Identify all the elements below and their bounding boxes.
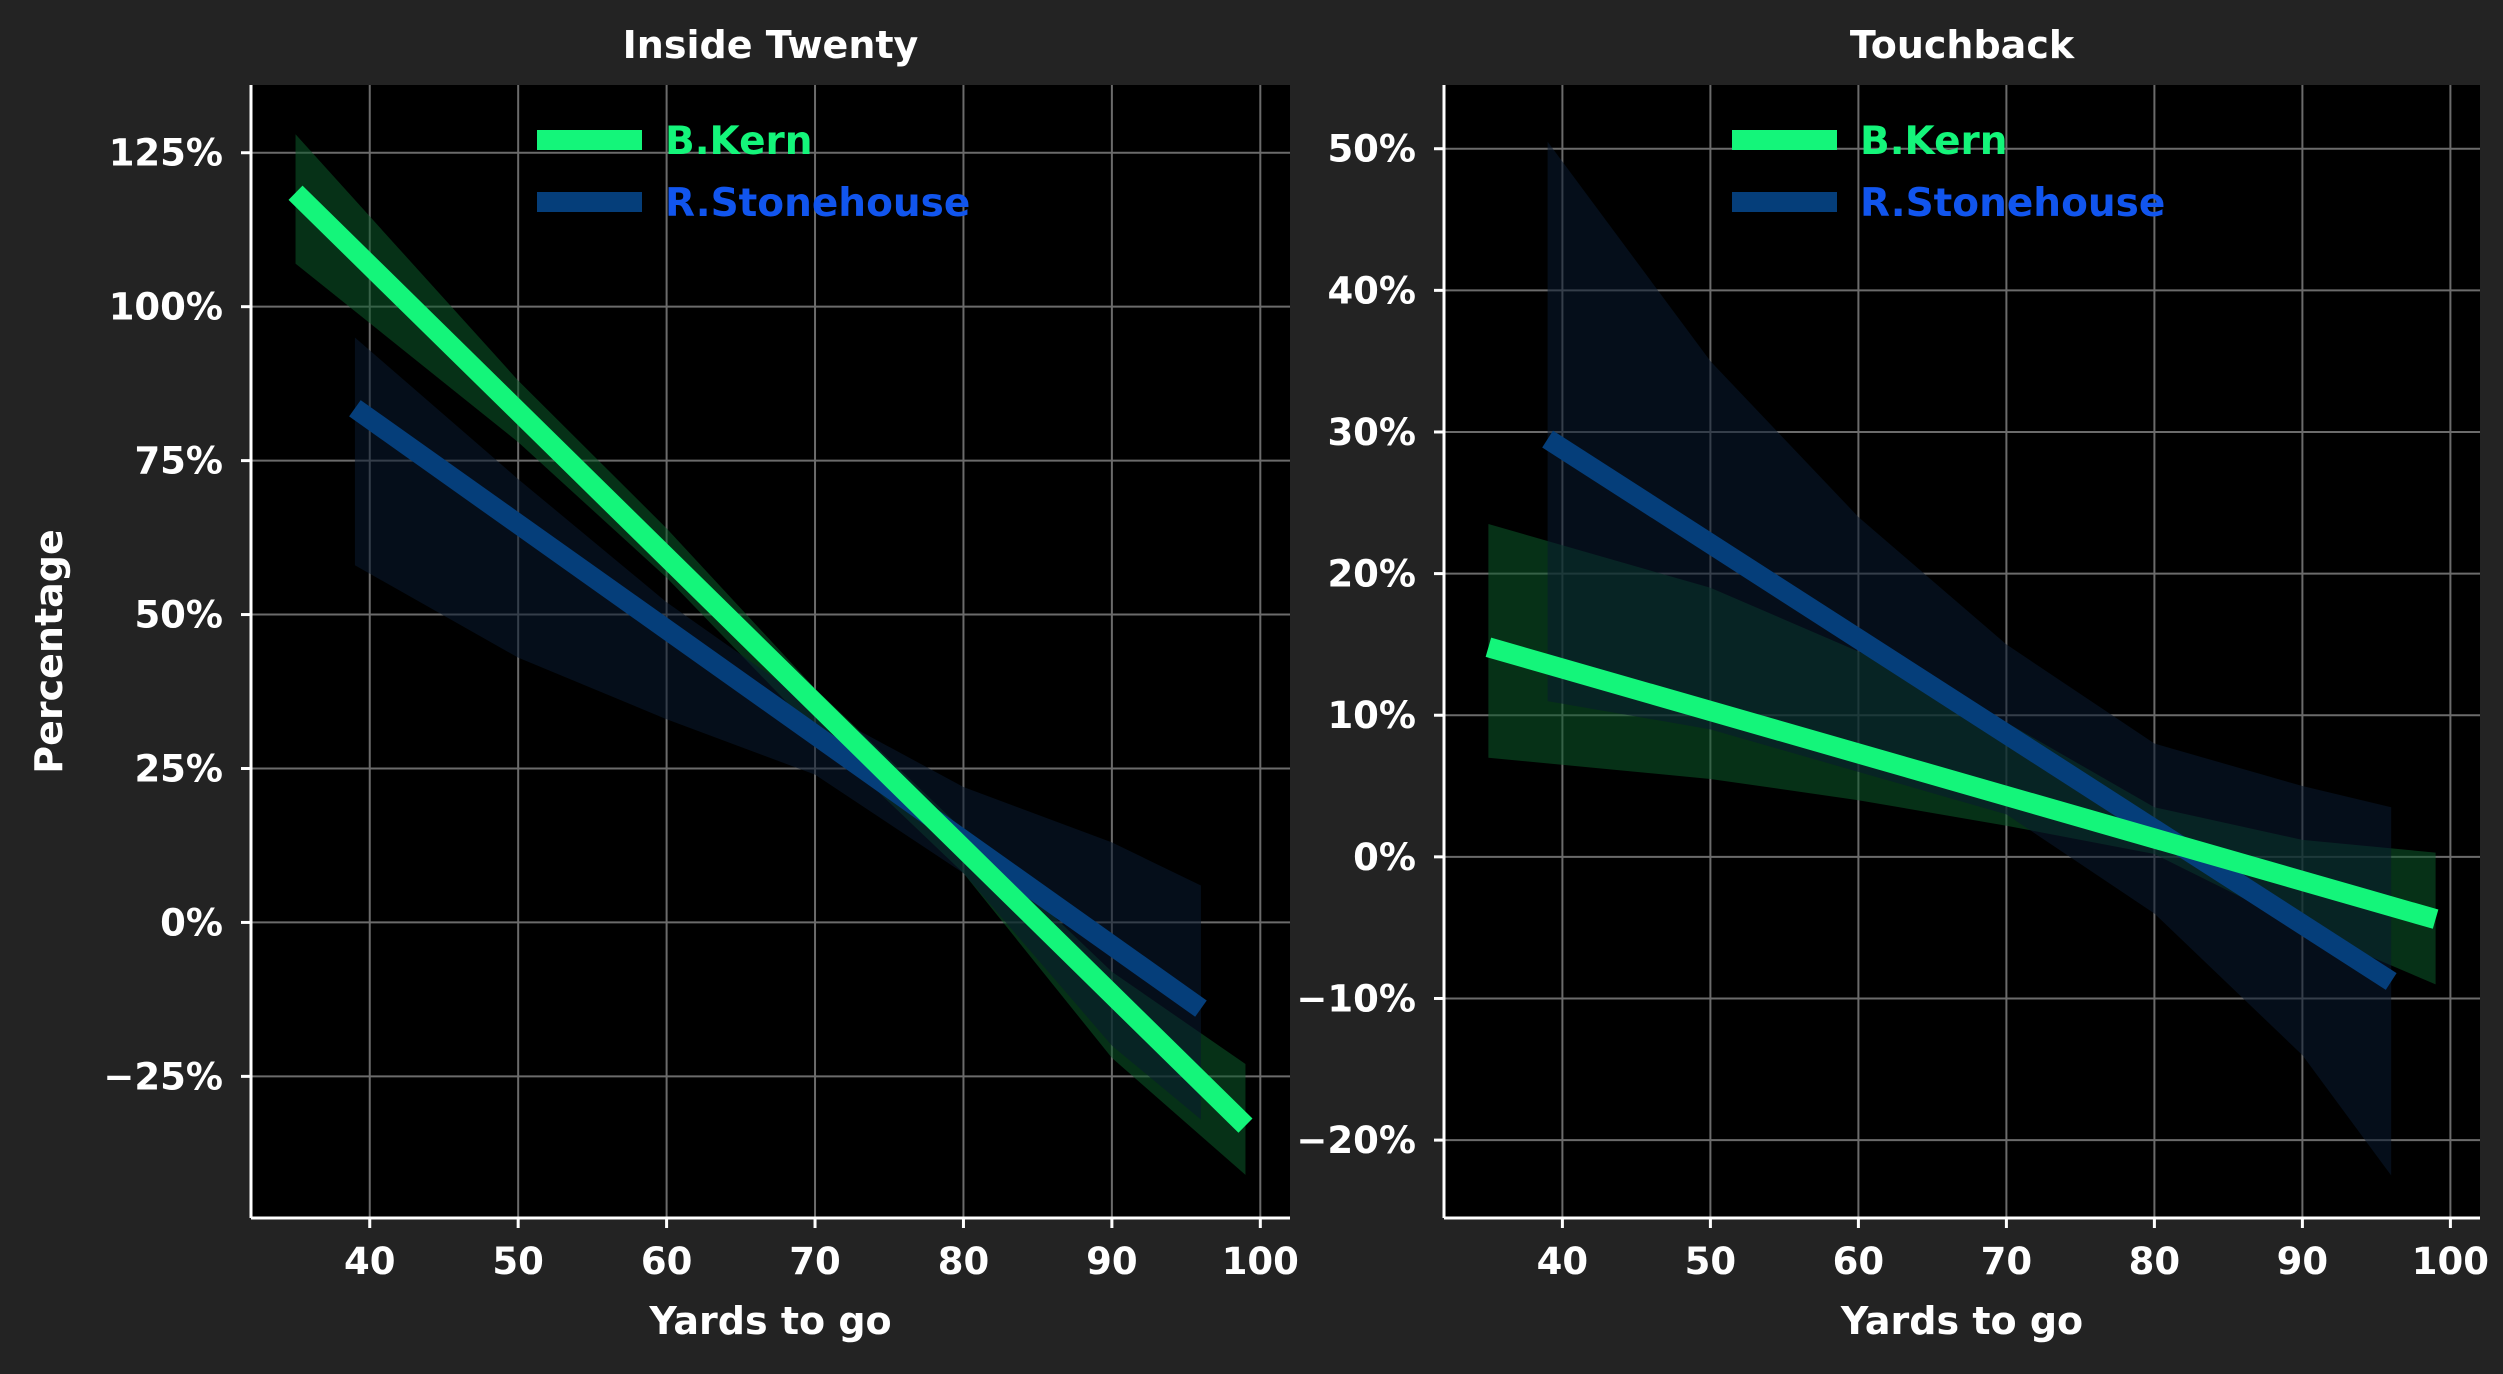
y-tick-label: 20% xyxy=(1327,553,1416,596)
x-tick-label: 40 xyxy=(1537,1240,1589,1283)
x-tick-label: 100 xyxy=(1222,1240,1299,1283)
series-line-r-stonehouse xyxy=(1542,430,2397,990)
x-tick-label: 60 xyxy=(641,1240,693,1283)
x-tick-label: 50 xyxy=(1685,1240,1737,1283)
series-line-r-stonehouse xyxy=(349,400,1207,1017)
y-tick-label: 50% xyxy=(1327,128,1416,171)
x-tick-label: 70 xyxy=(789,1240,841,1283)
y-tick-label: 0% xyxy=(1353,836,1416,879)
x-tick-label: 80 xyxy=(938,1240,990,1283)
panel-touchback: 40 50 60 70 80 90 100 −20% −10% 0% 10% 20% 30% 40% 50%… xyxy=(1296,23,2489,1343)
x-tick-label: 90 xyxy=(2277,1240,2329,1283)
y-tick-label: 40% xyxy=(1327,269,1416,312)
x-tick-label: 40 xyxy=(344,1240,396,1283)
legend-label: B.Kern xyxy=(665,119,813,164)
x-axis-label: Yards to go xyxy=(648,1299,891,1343)
x-tick-label: 70 xyxy=(1981,1240,2033,1283)
y-tick-label: −25% xyxy=(103,1055,223,1098)
series-line-b-kern xyxy=(1485,637,2439,929)
chart-title: Touchback xyxy=(1850,23,2075,67)
y-tick-label: 50% xyxy=(134,594,223,637)
series-line-b-kern xyxy=(288,185,1253,1133)
y-tick-label: −20% xyxy=(1296,1119,1416,1162)
legend-label: B.Kern xyxy=(1860,119,2008,164)
x-tick-label: 90 xyxy=(1086,1240,1138,1283)
legend-label: R.Stonehouse xyxy=(1860,181,2165,226)
y-tick-label: 0% xyxy=(160,901,223,944)
y-tick-label: 125% xyxy=(109,132,223,175)
legend: B.Kern R.Stonehouse xyxy=(537,119,970,226)
y-axis-label: Percentage xyxy=(27,529,71,774)
x-tick-label: 100 xyxy=(2412,1240,2489,1283)
confidence-band-r-stonehouse xyxy=(1547,141,2392,1176)
y-tick-label: −10% xyxy=(1296,977,1416,1020)
x-tick-label: 80 xyxy=(2129,1240,2181,1283)
legend-label: R.Stonehouse xyxy=(665,181,970,226)
y-tick-label: 25% xyxy=(134,747,223,790)
y-tick-label: 30% xyxy=(1327,411,1416,454)
confidence-band-r-stonehouse xyxy=(354,337,1201,1120)
x-axis-label: Yards to go xyxy=(1840,1299,2083,1343)
legend: B.Kern R.Stonehouse xyxy=(1732,119,2165,226)
chart-title: Inside Twenty xyxy=(623,23,919,67)
y-tick-label: 75% xyxy=(134,440,223,483)
x-tick-label: 50 xyxy=(492,1240,544,1283)
y-tick-label: 10% xyxy=(1327,694,1416,737)
panel-inside-twenty: 40 50 60 70 80 90 100 −25% 0% 25% 50% 75% 100% 125% In… xyxy=(27,23,1299,1343)
x-tick-label: 60 xyxy=(1833,1240,1885,1283)
y-tick-label: 100% xyxy=(109,286,223,329)
